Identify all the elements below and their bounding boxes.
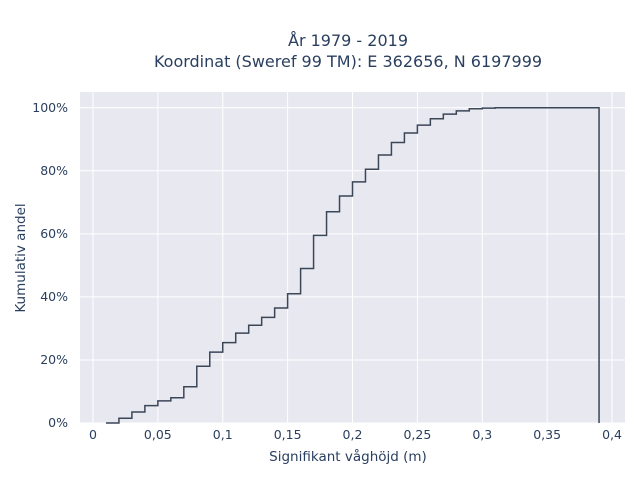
y-tick-label: 60% [40,226,68,241]
y-tick-label: 80% [40,163,68,178]
x-tick-label: 0,2 [343,427,363,442]
x-tick-label: 0,05 [144,427,172,442]
x-tick-label: 0,4 [602,427,622,442]
cumulative-step-line [105,107,600,424]
y-tick-label: 100% [32,100,68,115]
x-tick-label: 0 [89,427,97,442]
x-tick-label: 0,3 [472,427,492,442]
y-tick-label: 40% [40,289,68,304]
chart-title-line-1: År 1979 - 2019 [288,31,408,50]
x-tick-label: 0,35 [533,427,561,442]
x-tick-label: 0,1 [213,427,233,442]
x-tick-label: 0,15 [274,427,302,442]
chart-title-line-2: Koordinat (Sweref 99 TM): E 362656, N 61… [154,52,542,71]
y-tick-label: 20% [40,352,68,367]
tick-labels: 0 0,05 0,1 0,15 0,2 0,25 0,3 0,35 0,4 0% 20% 40% 60%… [32,100,622,442]
x-tick-label: 0,25 [403,427,431,442]
gridlines [80,92,625,424]
y-tick-label: 0% [48,415,68,430]
x-axis-label: Signifikant våghöjd (m) [269,448,427,465]
y-axis-label: Kumulativ andel [13,203,29,312]
